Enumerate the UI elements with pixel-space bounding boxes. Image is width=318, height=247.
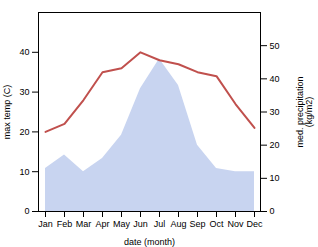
svg-text:0: 0 xyxy=(24,206,29,216)
svg-text:Feb: Feb xyxy=(57,219,73,229)
svg-text:40: 40 xyxy=(19,47,29,57)
svg-text:20: 20 xyxy=(19,127,29,137)
svg-text:30: 30 xyxy=(270,107,280,117)
svg-text:0: 0 xyxy=(270,206,275,216)
svg-text:Mar: Mar xyxy=(76,219,92,229)
svg-text:Aug: Aug xyxy=(170,219,186,229)
svg-text:30: 30 xyxy=(19,87,29,97)
svg-text:Jan: Jan xyxy=(38,219,53,229)
svg-text:Apr: Apr xyxy=(95,219,109,229)
svg-text:10: 10 xyxy=(270,173,280,183)
svg-text:Oct: Oct xyxy=(209,219,224,229)
svg-text:May: May xyxy=(113,219,131,229)
svg-text:Nov: Nov xyxy=(227,219,244,229)
svg-text:Dec: Dec xyxy=(246,219,263,229)
svg-text:Sep: Sep xyxy=(189,219,205,229)
svg-text:Jul: Jul xyxy=(154,219,166,229)
svg-text:Jun: Jun xyxy=(133,219,148,229)
svg-text:10: 10 xyxy=(19,167,29,177)
svg-text:med. precipitation(kg/m2): med. precipitation(kg/m2) xyxy=(295,76,314,147)
svg-text:date (month): date (month) xyxy=(124,237,175,247)
svg-text:40: 40 xyxy=(270,74,280,84)
svg-text:50: 50 xyxy=(270,41,280,51)
svg-text:20: 20 xyxy=(270,140,280,150)
svg-text:max temp (C): max temp (C) xyxy=(2,85,12,140)
